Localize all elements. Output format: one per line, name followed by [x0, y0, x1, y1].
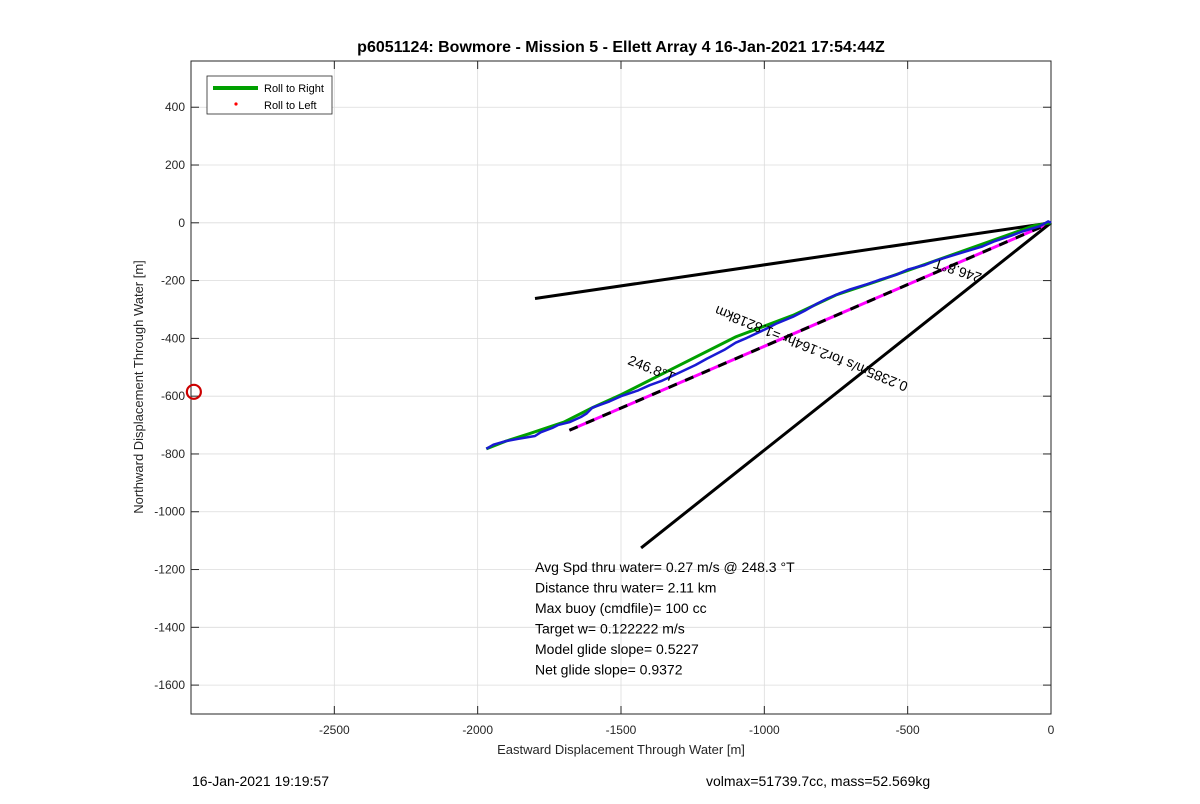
y-tick-label: -400	[161, 331, 185, 345]
legend-label-roll-right: Roll to Right	[264, 83, 324, 95]
roll-right-series	[485, 221, 1052, 451]
x-axis-label: Eastward Displacement Through Water [m]	[497, 742, 745, 757]
y-tick-label: 200	[165, 158, 185, 172]
y-tick-label: -800	[161, 447, 185, 461]
footer-timestamp: 16-Jan-2021 19:19:57	[192, 773, 329, 789]
stats-annotation: Avg Spd thru water= 0.27 m/s @ 248.3 °T D…	[535, 559, 795, 678]
x-tick-label: 0	[1048, 723, 1055, 737]
water-track-dashed-dash	[568, 221, 1052, 432]
y-tick-label: -200	[161, 274, 185, 288]
stats-line: Model glide slope= 0.5227	[535, 641, 699, 657]
x-tick-label: -2000	[462, 723, 493, 737]
axis-ticks: -2500 -2000 -1500 -1000 -500 0 400 200 0 -200 -400…	[154, 61, 1055, 737]
series-group	[185, 220, 1052, 550]
stats-line: Net glide slope= 0.9372	[535, 662, 683, 678]
position-marker	[185, 383, 202, 400]
y-axis-label: Northward Displacement Through Water [m]	[131, 260, 146, 514]
x-tick-label: -1000	[749, 723, 780, 737]
x-tick-label: -500	[896, 723, 920, 737]
y-tick-label: -600	[161, 389, 185, 403]
heading-lower-line	[640, 221, 1052, 550]
y-tick-label: -1600	[154, 678, 185, 692]
chart-title: p6051124: Bowmore - Mission 5 - Ellett A…	[357, 39, 885, 56]
line-label: 246.8°T	[931, 256, 983, 287]
legend: Roll to Right Roll to Left	[206, 75, 333, 115]
grid	[191, 61, 1052, 714]
legend-box	[206, 75, 333, 115]
stats-line: Distance thru water= 2.11 km	[535, 580, 716, 596]
footer-stats: volmax=51739.7cc, mass=52.569kg	[706, 773, 931, 789]
stats-line: Target w= 0.122222 m/s	[535, 621, 685, 637]
y-tick-label: 0	[178, 216, 185, 230]
legend-label-roll-left: Roll to Left	[264, 100, 317, 112]
y-tick-label: -1000	[154, 505, 185, 519]
stats-line: Max buoy (cmdfile)= 100 cc	[535, 600, 707, 616]
stats-line: Avg Spd thru water= 0.27 m/s @ 248.3 °T	[535, 559, 795, 575]
heading-upper-line	[534, 221, 1052, 300]
y-tick-label: -1400	[154, 620, 185, 634]
line-label: 0.2385m/s for2.164hr =1.8218km	[712, 303, 910, 395]
y-tick-label: 400	[165, 100, 185, 114]
y-tick-label: -1200	[154, 563, 185, 577]
legend-marker-roll-left	[234, 102, 238, 106]
glider-track-line	[485, 220, 1052, 450]
x-tick-label: -1500	[606, 723, 637, 737]
x-tick-label: -2500	[319, 723, 350, 737]
